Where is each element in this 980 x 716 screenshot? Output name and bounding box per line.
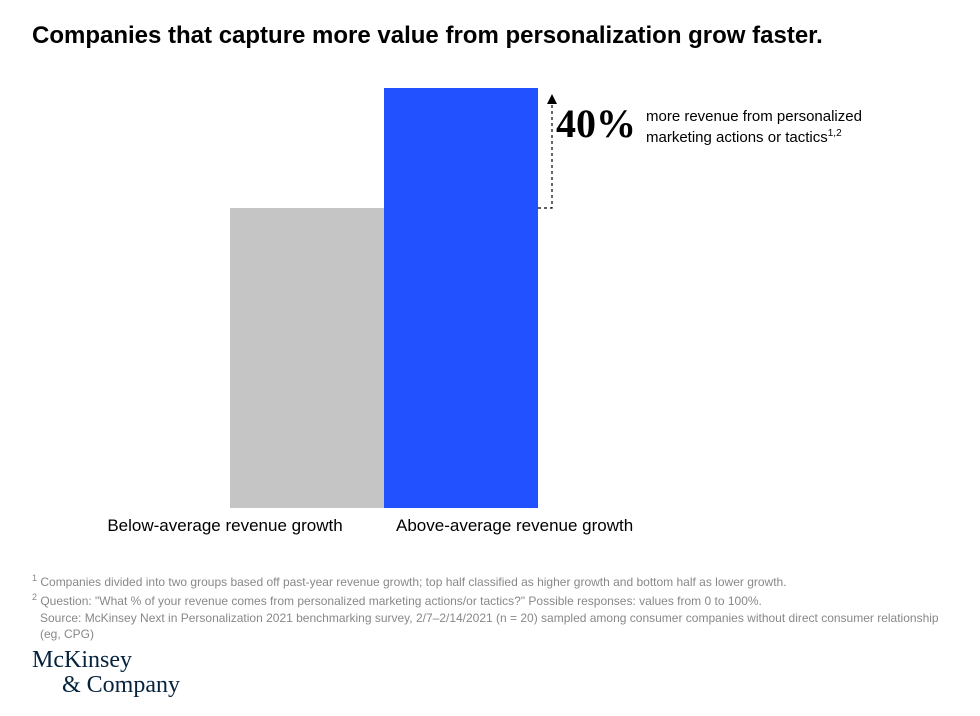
chart-area	[0, 88, 980, 508]
callout: 40% more revenue from personalized marke…	[556, 104, 926, 147]
footnote-1-text: Companies divided into two groups based …	[37, 575, 787, 589]
callout-number: 40%	[556, 104, 636, 144]
chart-title: Companies that capture more value from p…	[32, 22, 823, 50]
footnote-1: 1 Companies divided into two groups base…	[32, 572, 948, 591]
footnotes: 1 Companies divided into two groups base…	[32, 572, 948, 643]
bar-below-average	[230, 208, 384, 508]
footnote-source-text: Source: McKinsey Next in Personalization…	[40, 611, 939, 642]
footnote-2-text: Question: "What % of your revenue comes …	[37, 594, 762, 608]
mckinsey-logo: McKinsey & Company	[32, 648, 180, 698]
logo-line-1: McKinsey	[32, 648, 180, 673]
footnote-source: Source: McKinsey Next in Personalization…	[32, 610, 948, 644]
footnote-2: 2 Question: "What % of your revenue come…	[32, 591, 948, 610]
callout-superscript: 1,2	[828, 128, 842, 139]
bar-label-below-average: Below-average revenue growth	[70, 516, 380, 536]
logo-line-2: & Company	[32, 673, 180, 698]
bar-label-above-average: Above-average revenue growth	[396, 516, 706, 536]
callout-text: more revenue from personalized marketing…	[646, 104, 926, 147]
bar-above-average	[384, 88, 538, 508]
